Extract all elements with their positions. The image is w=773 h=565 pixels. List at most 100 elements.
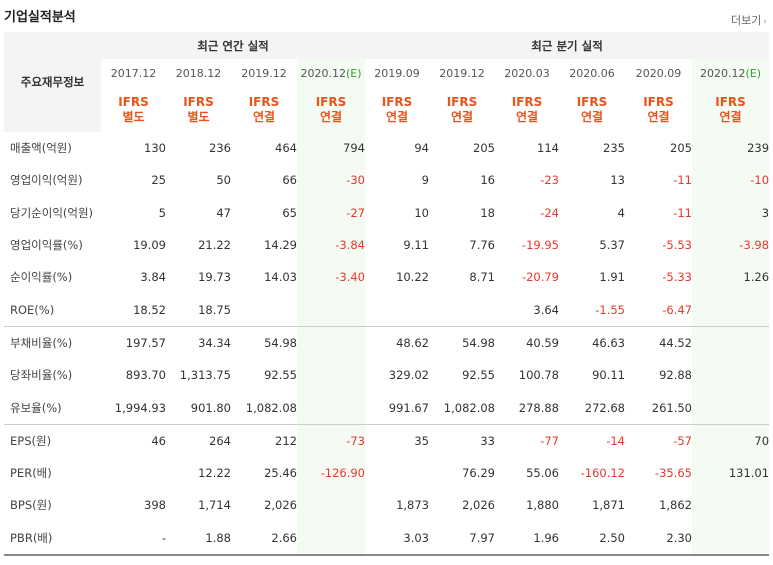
table-cell bbox=[692, 489, 770, 522]
period-label: 2019.12 bbox=[439, 66, 485, 80]
ifrs-standard: IFRS bbox=[576, 94, 608, 109]
row-label: BPS(원) bbox=[10, 498, 52, 513]
table-cell bbox=[429, 293, 495, 326]
table-cell: 34.34 bbox=[166, 325, 231, 360]
table-cell: -23 bbox=[540, 173, 559, 188]
table-cell bbox=[297, 293, 365, 327]
ifrs-header: IFRS 연결 bbox=[559, 87, 625, 132]
table-cell: 2,026 bbox=[264, 498, 297, 513]
more-link[interactable]: 더보기 › bbox=[731, 12, 767, 28]
ifrs-header: IFRS 연결 bbox=[495, 87, 559, 132]
table-cell: 94 bbox=[414, 141, 429, 156]
table-cell: 991.67 bbox=[388, 400, 429, 415]
period-label: 2020.03 bbox=[504, 66, 550, 80]
table-row: 당기순이익(억원) 5 47 65 -27 10 18 -24 4 -11 3 bbox=[4, 196, 770, 229]
table-row: 영업이익(억원) 25 50 66 -30 9 16 -23 13 -11 -10 bbox=[4, 164, 770, 197]
table-cell: 76.29 bbox=[462, 466, 495, 481]
ifrs-standard: IFRS bbox=[315, 94, 347, 109]
table-cell: 1,082.08 bbox=[443, 400, 495, 415]
estimate-marker: (E) bbox=[745, 66, 762, 80]
period-label: 2020.09 bbox=[635, 66, 682, 80]
table-cell: -10 bbox=[692, 164, 770, 197]
ifrs-basis: 연결 bbox=[385, 109, 409, 124]
table-row: 순이익률(%) 3.84 19.73 14.03 -3.40 10.22 8.71 -20.7… bbox=[4, 261, 770, 294]
table-cell: 197.57 bbox=[101, 325, 166, 360]
table-cell: 16 bbox=[480, 173, 495, 188]
row-label: 유보율(%) bbox=[10, 400, 62, 415]
ifrs-basis: 연결 bbox=[647, 109, 670, 124]
period-header: 2019.12 bbox=[429, 59, 495, 87]
table-cell: 205 bbox=[670, 141, 692, 156]
table-cell: 92.88 bbox=[659, 368, 692, 383]
table-cell: 3.64 bbox=[533, 302, 559, 317]
ifrs-header: IFRS 별도 bbox=[166, 87, 231, 132]
ifrs-standard: IFRS bbox=[715, 94, 746, 109]
table-cell: 21.22 bbox=[198, 238, 231, 253]
ifrs-basis: 연결 bbox=[580, 109, 604, 124]
table-row: 유보율(%) 1,994.93 901.80 1,082.08 991.67 1,082.… bbox=[4, 391, 770, 425]
chevron-right-icon: › bbox=[763, 17, 767, 27]
table-cell: 10 bbox=[414, 205, 429, 220]
table-cell: 2.30 bbox=[625, 521, 692, 556]
table-cell bbox=[297, 521, 365, 556]
period-label: 2020.12 bbox=[300, 66, 346, 80]
table-cell: 47 bbox=[216, 205, 231, 220]
ifrs-standard: IFRS bbox=[643, 94, 674, 109]
table-cell: 40.59 bbox=[495, 325, 559, 360]
period-header: 2020.03 bbox=[495, 59, 559, 87]
annual-group-header: 최근 연간 실적 bbox=[101, 32, 365, 59]
table-cell: 66 bbox=[282, 173, 297, 188]
row-label: 순이익률(%) bbox=[10, 270, 73, 285]
table-cell: 205 bbox=[473, 141, 495, 156]
more-label: 더보기 bbox=[731, 14, 762, 27]
table-cell: -6.47 bbox=[662, 302, 692, 317]
table-cell: -5.53 bbox=[662, 238, 692, 253]
table-cell: -11 bbox=[673, 173, 692, 188]
table-cell: 2.66 bbox=[231, 521, 297, 556]
period-header: 2020.12(E) bbox=[297, 59, 365, 87]
table-cell: 1,871 bbox=[592, 498, 625, 513]
table-cell: 794 bbox=[297, 132, 365, 165]
row-label: EPS(원) bbox=[4, 423, 101, 457]
table-cell: 236 bbox=[209, 141, 231, 156]
row-label: PER(배) bbox=[10, 466, 52, 481]
section-title: 기업실적분석 bbox=[4, 10, 76, 25]
table-cell: 46.63 bbox=[559, 325, 625, 360]
table-cell: 55.06 bbox=[526, 466, 559, 481]
table-cell: -160.12 bbox=[580, 466, 625, 481]
table-cell: 10.22 bbox=[396, 270, 429, 285]
table-cell: 264 bbox=[166, 423, 231, 457]
table-cell: 70 bbox=[692, 423, 770, 457]
financial-table: 주요재무정보 최근 연간 실적 최근 분기 실적 2017.12 2018.12 2… bbox=[4, 32, 770, 556]
period-label: 2019.09 bbox=[374, 66, 420, 80]
table-cell: -14 bbox=[559, 423, 625, 457]
table-cell: -24 bbox=[540, 205, 559, 220]
table-cell: 239 bbox=[692, 132, 770, 165]
table-cell: 54.98 bbox=[231, 325, 297, 360]
table-cell: 901.80 bbox=[190, 400, 231, 415]
table-cell: 9 bbox=[421, 173, 429, 188]
table-cell: 25 bbox=[151, 173, 166, 188]
row-header-title: 주요재무정보 bbox=[4, 32, 101, 132]
table-cell bbox=[692, 293, 770, 327]
table-cell: 131.01 bbox=[692, 456, 770, 490]
table-cell bbox=[692, 521, 770, 556]
table-cell: -3.98 bbox=[692, 228, 770, 262]
ifrs-header: IFRS 연결 bbox=[297, 87, 365, 132]
period-label: 2017.12 bbox=[110, 66, 157, 80]
row-label: 부채비율(%) bbox=[4, 325, 101, 360]
ifrs-header: IFRS 연결 bbox=[692, 87, 770, 132]
table-cell: 3.84 bbox=[140, 270, 166, 285]
table-cell: 18.52 bbox=[133, 302, 166, 317]
table-row: ROE(%) 18.52 18.75 3.64 -1.55 -6.47 bbox=[4, 293, 770, 327]
table-cell bbox=[297, 325, 365, 360]
table-cell: 14.03 bbox=[264, 270, 297, 285]
table-cell: 5.37 bbox=[599, 238, 625, 253]
table-cell: 33 bbox=[429, 423, 495, 457]
period-header: 2020.06 bbox=[559, 59, 625, 87]
row-label: 매출액(억원) bbox=[10, 141, 72, 156]
ifrs-header: IFRS 연결 bbox=[231, 87, 297, 132]
table-cell: 65 bbox=[282, 205, 297, 220]
table-cell: 8.71 bbox=[469, 270, 495, 285]
row-label: PBR(배) bbox=[4, 521, 101, 556]
